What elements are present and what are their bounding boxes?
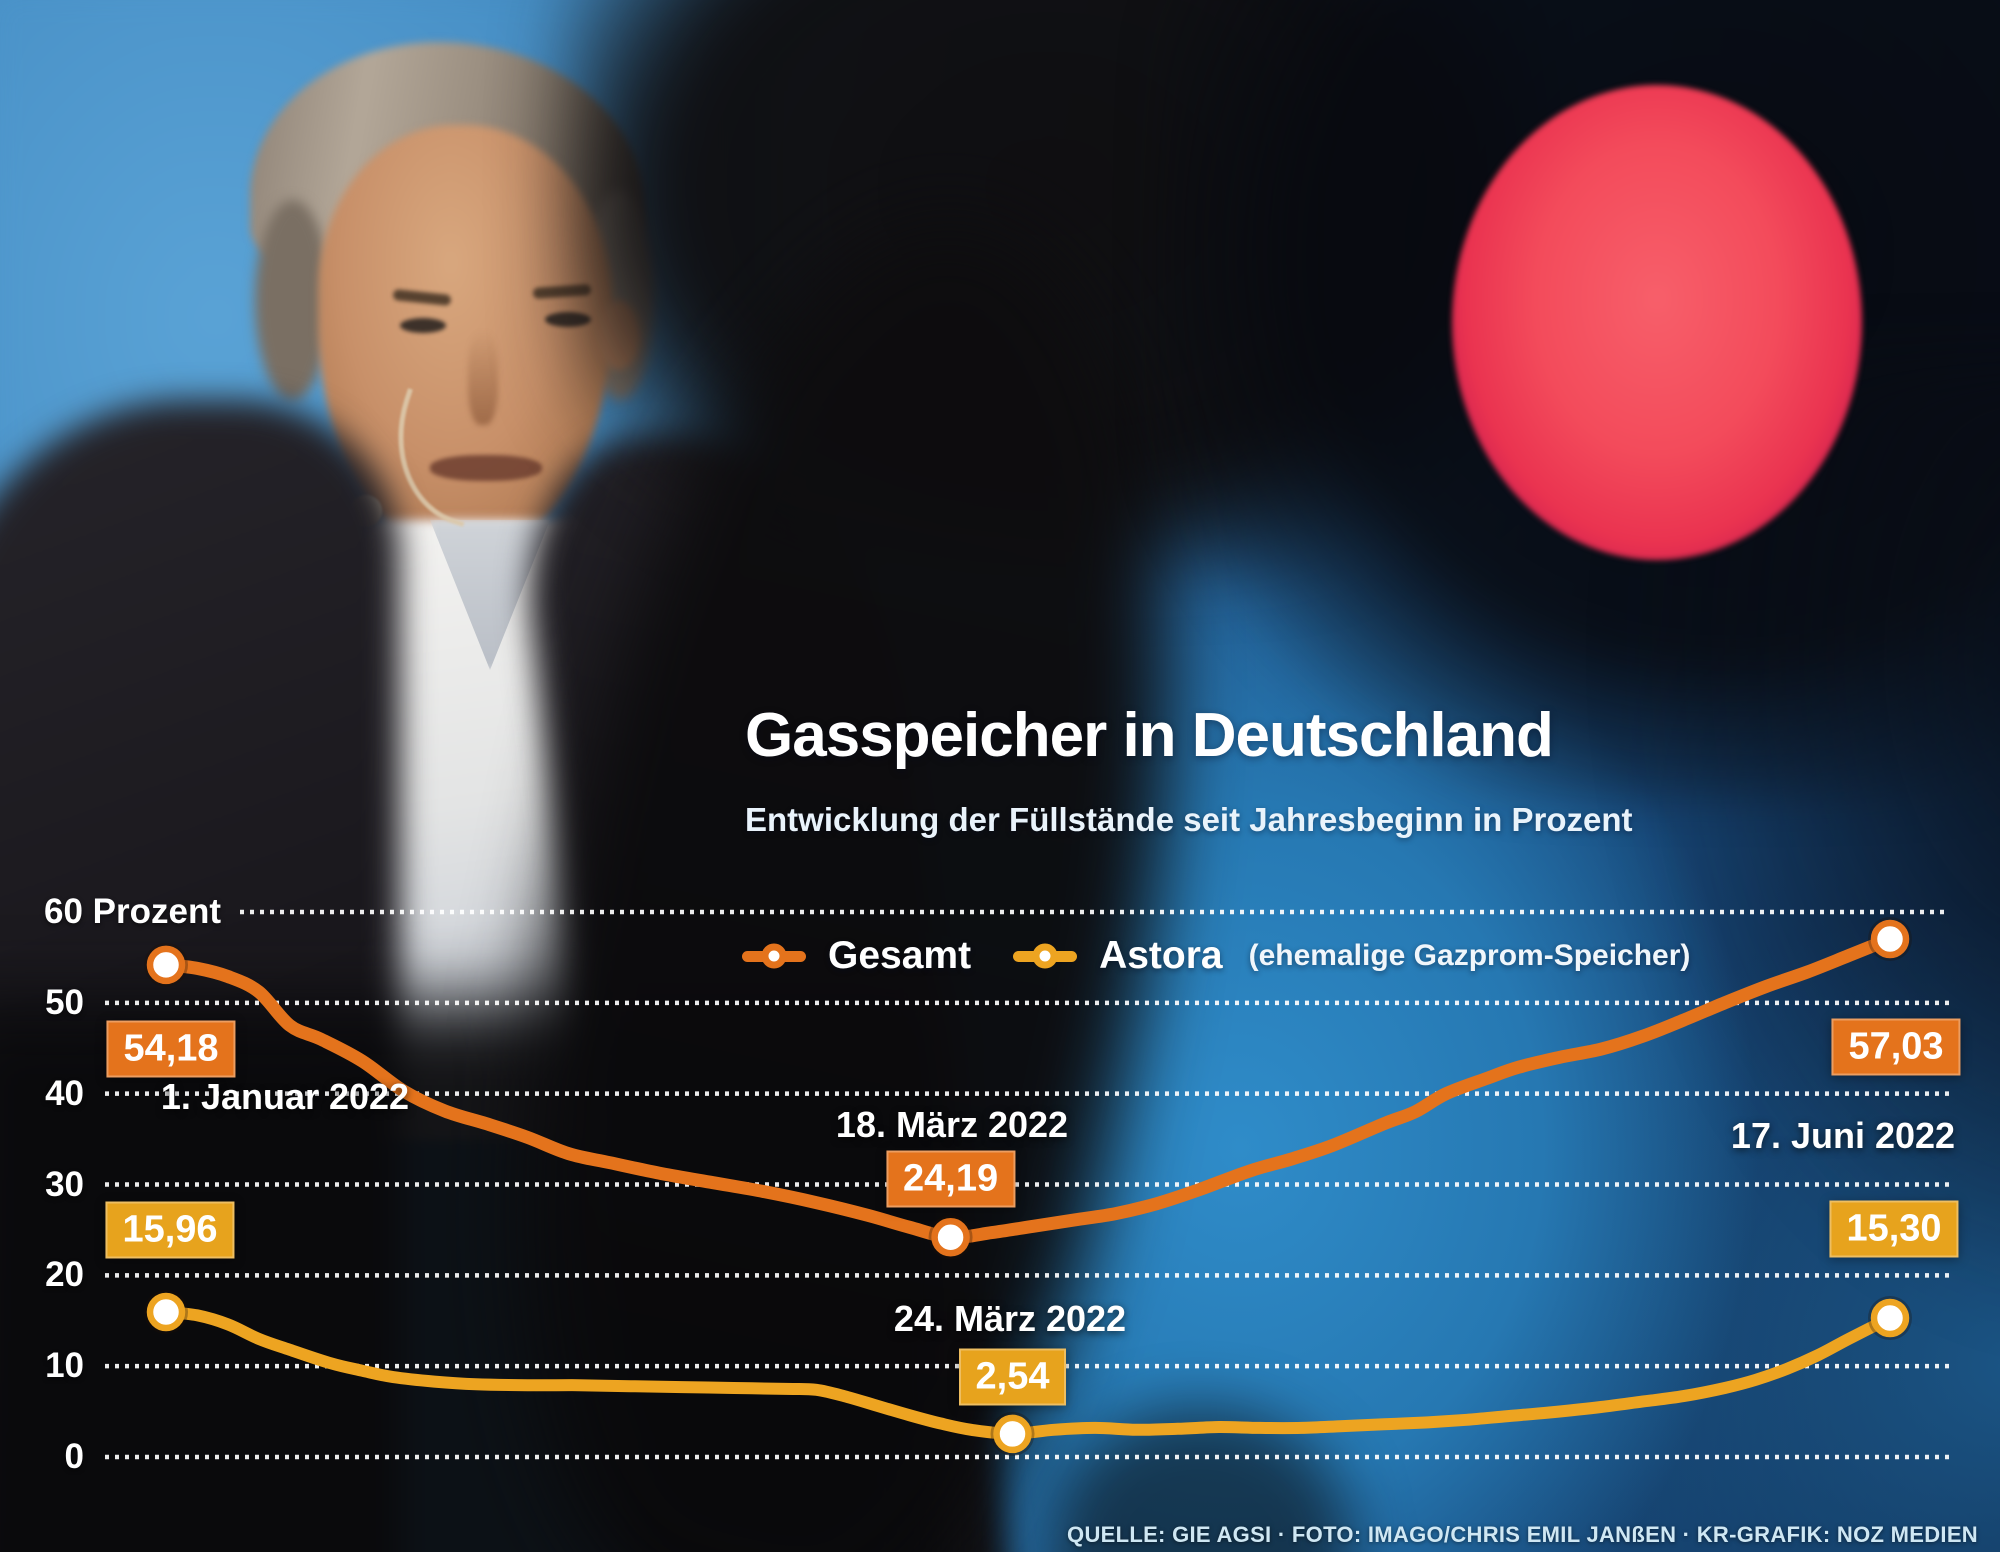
person-mouth	[430, 455, 542, 481]
date-label: 18. März 2022	[835, 1104, 1069, 1145]
series-line-gesamt	[159, 932, 1897, 1244]
value-badge-astora-0: 15,96	[105, 1201, 235, 1259]
date-label: 17. Juni 2022	[1730, 1115, 1956, 1156]
value-badge-astora-82: 2,54	[958, 1348, 1067, 1406]
marker-gesamt-167	[1870, 919, 1910, 959]
source-credit: QUELLE: GIE AGSI · FOTO: IMAGO/CHRIS EMI…	[1067, 1522, 1978, 1547]
legend-label-astora: Astora	[1099, 934, 1223, 977]
marker-gesamt-76	[931, 1218, 970, 1257]
value-badge-gesamt-0: 54,18	[106, 1020, 236, 1078]
person-hair-side-left	[255, 200, 330, 400]
value-badge-astora-167: 15,30	[1829, 1200, 1959, 1258]
legend-item-astora: Astora (ehemalige Gazprom-Speicher)	[1013, 934, 1690, 978]
marker-gesamt-0	[146, 945, 186, 985]
legend-item-gesamt: Gesamt	[742, 934, 971, 978]
marker-astora-82	[993, 1414, 1032, 1454]
chart-legend: Gesamt Astora (ehemalige Gazprom-Speiche…	[742, 926, 1690, 986]
y-tick-0: 0	[64, 1437, 84, 1476]
legend-label-gesamt: Gesamt	[828, 934, 972, 977]
value-badge-gesamt-76: 24,19	[886, 1150, 1016, 1208]
person-eye-left	[400, 318, 446, 333]
y-tick-20: 20	[45, 1255, 84, 1295]
astora-dot-icon	[1032, 943, 1058, 969]
gesamt-line-swatch-icon	[742, 943, 806, 969]
legend-sublabel-astora: (ehemalige Gazprom-Speicher)	[1248, 939, 1691, 972]
y-tick-10: 10	[45, 1346, 84, 1386]
chart-title: Gasspeicher in Deutschland	[745, 701, 1554, 770]
y-tick-60: 60 Prozent	[44, 892, 221, 931]
chart-header: Gasspeicher in Deutschland Entwicklung d…	[745, 700, 1633, 839]
date-label: 24. März 2022	[893, 1298, 1127, 1339]
gesamt-dot-icon	[761, 943, 787, 969]
y-tick-30: 30	[45, 1164, 84, 1204]
value-badge-gesamt-167: 57,03	[1831, 1018, 1961, 1076]
y-tick-50: 50	[45, 982, 84, 1022]
date-label: 1. Januar 2022	[160, 1076, 410, 1117]
astora-line-swatch-icon	[1013, 943, 1078, 969]
red-light-circle	[1452, 85, 1862, 560]
person-nose-shadow	[468, 330, 498, 425]
chart-subtitle: Entwicklung der Füllstände seit Jahresbe…	[745, 801, 1633, 838]
marker-astora-0	[146, 1292, 186, 1332]
y-tick-40: 40	[45, 1073, 84, 1113]
marker-astora-167	[1870, 1298, 1910, 1338]
